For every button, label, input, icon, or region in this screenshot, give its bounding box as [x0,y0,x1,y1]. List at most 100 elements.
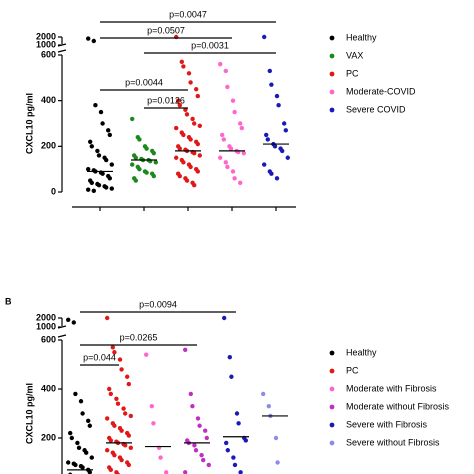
data-point [151,173,156,179]
data-point [109,162,115,167]
legend-marker [329,368,335,374]
legend-marker [329,350,335,356]
data-point [107,386,112,392]
y-tick-label: 200 [41,432,56,442]
data-point [121,406,126,411]
legend-marker [329,422,335,428]
data-point [183,347,188,352]
data-point [190,116,195,122]
data-point [283,128,288,133]
data-point [234,411,240,416]
data-point [112,452,117,458]
data-point [144,170,149,175]
y-axis-label: CXCL10 pg/ml [24,93,34,154]
data-point [108,467,114,473]
data-point [95,148,100,154]
data-point [199,452,204,458]
data-point [96,182,102,188]
data-point [115,401,121,406]
data-point [133,155,138,160]
data-point [174,155,179,160]
data-point [266,403,271,409]
data-point [89,455,95,460]
legend-label: Moderate-COVID [346,86,416,96]
data-point [114,396,119,401]
data-point [193,448,199,453]
data-point [186,71,192,76]
data-point [89,144,95,149]
data-point [177,146,182,151]
data-point [151,421,156,426]
data-point [264,132,269,138]
data-point [232,462,238,468]
data-point [89,180,95,186]
data-point [91,188,97,194]
data-point [108,391,114,397]
data-point [231,455,236,460]
data-point [119,428,124,433]
data-point [195,93,200,99]
data-point [225,164,230,170]
data-point [137,137,142,142]
data-point [188,137,193,142]
data-point [110,345,116,350]
y-tick-label: 2000 [36,31,56,41]
comparison-label: p=0.0044 [125,77,163,87]
legend-label: Severe with Fibrosis [346,419,428,429]
comparison-label: p=0.0047 [169,9,207,19]
data-point [144,352,149,357]
data-point [86,166,91,172]
data-point [269,171,274,176]
data-point [123,411,128,416]
data-point [184,178,190,183]
data-point [275,460,280,465]
data-point [201,457,206,463]
data-point [232,109,237,115]
y-tick-label: 400 [41,383,56,393]
data-point [262,34,267,40]
data-point [225,84,230,90]
data-point [179,59,184,65]
data-point [183,107,188,113]
data-point [151,150,156,156]
legend-label: VAX [346,50,363,60]
data-point [285,155,290,160]
data-point [109,186,115,191]
legend-label: Severe without Fibrosis [346,437,440,447]
y-tick-label: 600 [41,334,56,344]
y-tick-label: 2000 [36,312,56,322]
data-point [66,460,71,465]
data-point [87,470,92,474]
data-point [69,435,75,441]
data-point [269,82,274,87]
data-point [86,187,91,192]
legend-marker [329,440,335,446]
data-point [267,68,272,74]
data-point [164,470,169,474]
data-point [73,391,78,397]
data-point [80,465,85,470]
data-point [194,87,199,92]
y-tick-label: 400 [41,95,56,105]
data-point [112,350,117,355]
comparison-label: p=0.0265 [120,332,158,342]
data-point [177,103,182,108]
data-point [195,141,200,147]
y-tick-label: 600 [41,49,56,59]
data-point [75,440,80,446]
data-point [280,148,285,154]
data-point [104,185,109,190]
data-point [241,150,246,156]
data-point [93,103,98,108]
data-point [272,144,278,149]
data-point [88,139,93,144]
data-point [86,36,91,41]
legend-marker [329,89,335,95]
legend-marker [329,71,335,77]
data-point [117,357,123,362]
data-point [243,438,248,443]
data-point [107,132,113,138]
data-point [192,150,197,156]
data-point [192,182,197,188]
data-point [177,173,182,179]
